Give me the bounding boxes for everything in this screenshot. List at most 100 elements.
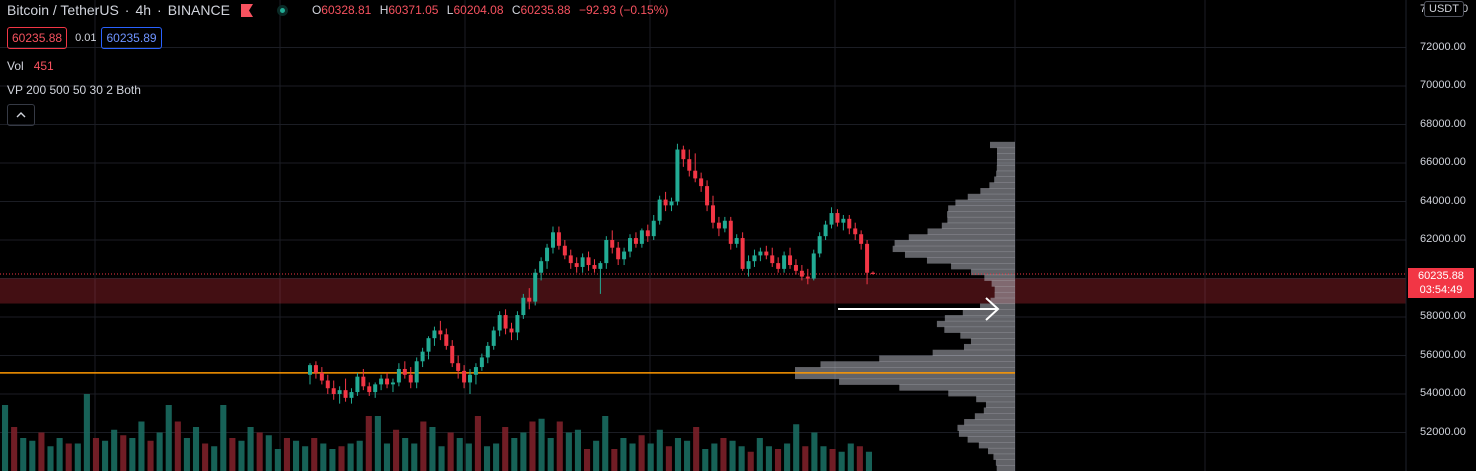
profile-bar (980, 303, 1015, 310)
profile-bar (944, 326, 1015, 333)
currency-button[interactable]: USDT (1424, 1, 1464, 17)
profile-bar (996, 147, 1015, 154)
candle-body (734, 238, 739, 244)
candle-body (817, 236, 822, 254)
candle-body (740, 238, 745, 269)
profile-bar (996, 164, 1015, 172)
price-axis-label: 66000.00 (1420, 156, 1466, 168)
arrow-drawing[interactable] (838, 297, 1000, 321)
profile-bar (967, 436, 1015, 443)
candle-body (491, 330, 496, 346)
candle-body (823, 224, 828, 237)
volume-bar (565, 432, 572, 471)
volume-bar (374, 416, 381, 471)
candle-body (616, 247, 621, 260)
candle-body (853, 228, 858, 235)
separator-dot: · (157, 2, 162, 18)
candle-body (337, 390, 342, 394)
candle-body (622, 251, 627, 260)
volume-bar (829, 449, 836, 471)
volume-bar (747, 451, 754, 471)
candle-body (533, 272, 538, 302)
volume-bar (129, 438, 136, 471)
candle-body (865, 243, 870, 273)
candle-body (776, 263, 781, 269)
market-status-icon[interactable] (276, 4, 288, 16)
profile-bar (988, 447, 1015, 455)
profile-bar (984, 274, 1015, 281)
volume-bar (665, 446, 672, 471)
interval-label[interactable]: 4h (135, 2, 152, 18)
volume-value: 451 (33, 59, 54, 73)
spread-value: 0.01 (75, 32, 97, 44)
price-axis-label: 58000.00 (1420, 310, 1466, 322)
volume-bar (865, 451, 872, 471)
profile-bar (941, 222, 1015, 229)
profile-bar (927, 228, 1015, 235)
exchange-label[interactable]: BINANCE (167, 2, 230, 18)
candle-body (414, 361, 419, 383)
volume-bar (174, 421, 181, 471)
buy-button[interactable]: 60235.89 (101, 27, 162, 49)
candle-body (705, 186, 710, 206)
volume-bar (856, 446, 863, 471)
volume-bar (192, 427, 200, 471)
volume-bar (338, 446, 345, 471)
profile-bar (894, 240, 1015, 247)
profile-bar (951, 263, 1015, 270)
candle-body (693, 170, 698, 179)
high-value: 60371.05 (388, 3, 439, 17)
flag-icon[interactable] (240, 3, 253, 17)
volume-bar (265, 435, 272, 471)
profile-bar (996, 465, 1015, 471)
symbol-name[interactable]: Bitcoin / TetherUS (7, 2, 119, 18)
profile-bar (993, 453, 1015, 460)
open-value: 60328.81 (321, 3, 372, 17)
candle-body (385, 378, 390, 385)
volume-bar (538, 418, 545, 471)
profile-bar (974, 413, 1015, 420)
bar-countdown-label: 03:54:49 (1419, 284, 1463, 296)
sell-button[interactable]: 60235.88 (7, 27, 68, 49)
volume-bar (383, 443, 391, 471)
candle-body (568, 255, 573, 264)
candle-body (515, 315, 520, 333)
candlestick-series (308, 143, 875, 404)
volume-legend[interactable]: Vol 451 (7, 59, 54, 73)
candle-body (710, 205, 715, 223)
price-axis-label: 54000.00 (1420, 387, 1466, 399)
price-axis-label: 62000.00 (1420, 233, 1466, 245)
volume-bar (702, 449, 709, 471)
collapse-legend-button[interactable] (7, 104, 35, 126)
volume-bar (29, 440, 36, 471)
candle-body (473, 367, 478, 375)
candle-body (550, 232, 555, 248)
candle-body (681, 149, 686, 160)
volume-histogram (2, 394, 872, 471)
volume-profile-legend[interactable]: VP 200 500 50 30 2 Both (7, 83, 141, 97)
profile-bar (976, 395, 1015, 403)
volume-bar (693, 427, 700, 471)
trade-row: 60235.88 0.01 60235.89 (7, 27, 162, 49)
candle-body (373, 384, 378, 393)
volume-bar (20, 438, 27, 471)
volume-bar (411, 443, 418, 471)
profile-bar (994, 291, 1015, 299)
candle-body (639, 230, 644, 244)
candle-body (426, 338, 431, 352)
candle-body (402, 368, 407, 375)
volume-bar (156, 432, 163, 471)
volume-bar (447, 432, 454, 471)
candle-body (847, 218, 852, 229)
candle-body (432, 330, 437, 339)
volume-bar (56, 438, 63, 471)
volume-bar (83, 394, 90, 471)
volume-bar (556, 421, 563, 471)
candle-body (793, 265, 798, 271)
profile-bar (795, 367, 1015, 374)
volume-bar (302, 446, 309, 471)
current-price-label: 60235.88 (1418, 270, 1464, 282)
volume-bar (11, 427, 18, 471)
volume-bar (247, 427, 254, 471)
